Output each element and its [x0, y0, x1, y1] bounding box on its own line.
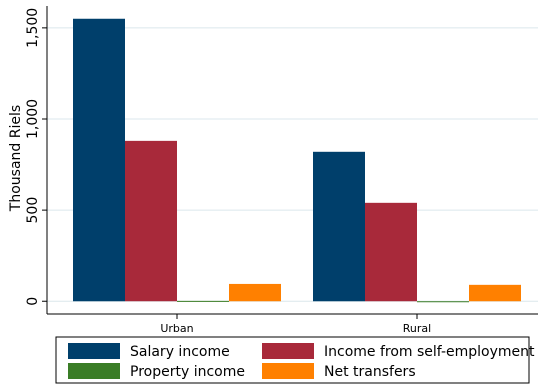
axes: Urban Rural 0 500 1,000 1,500	[25, 6, 538, 335]
y-tick-label: 1,500	[25, 8, 41, 48]
bar-property-income-rural	[417, 301, 469, 303]
bar-salary-income-rural	[313, 151, 365, 302]
legend-label: Property income	[130, 364, 245, 380]
legend-swatch	[68, 363, 120, 379]
bar-salary-income-urban	[73, 18, 125, 302]
legend-swatch	[262, 363, 314, 379]
x-tick-label-urban: Urban	[160, 322, 193, 335]
bar-net-transfers-urban	[229, 283, 281, 302]
legend-label: Income from self-employment	[324, 344, 535, 360]
legend-swatch	[262, 343, 314, 359]
bar-net-transfers-rural	[469, 284, 521, 302]
y-tick-label: 1,000	[25, 99, 41, 139]
x-tick-label-rural: Rural	[403, 322, 431, 335]
y-tick-label: 0	[25, 297, 41, 306]
legend-label: Net transfers	[324, 364, 416, 380]
legend-swatch	[68, 343, 120, 359]
bar-income-from-self-employment-rural	[365, 202, 417, 302]
bar-income-from-self-employment-urban	[125, 140, 177, 302]
y-tick-label: 500	[25, 197, 41, 224]
legend-label: Salary income	[130, 344, 230, 360]
bars	[73, 18, 521, 303]
legend: Salary income Income from self-employment…	[55, 336, 535, 384]
y-axis-label: Thousand Riels	[8, 105, 24, 212]
bar-property-income-urban	[177, 300, 229, 302]
